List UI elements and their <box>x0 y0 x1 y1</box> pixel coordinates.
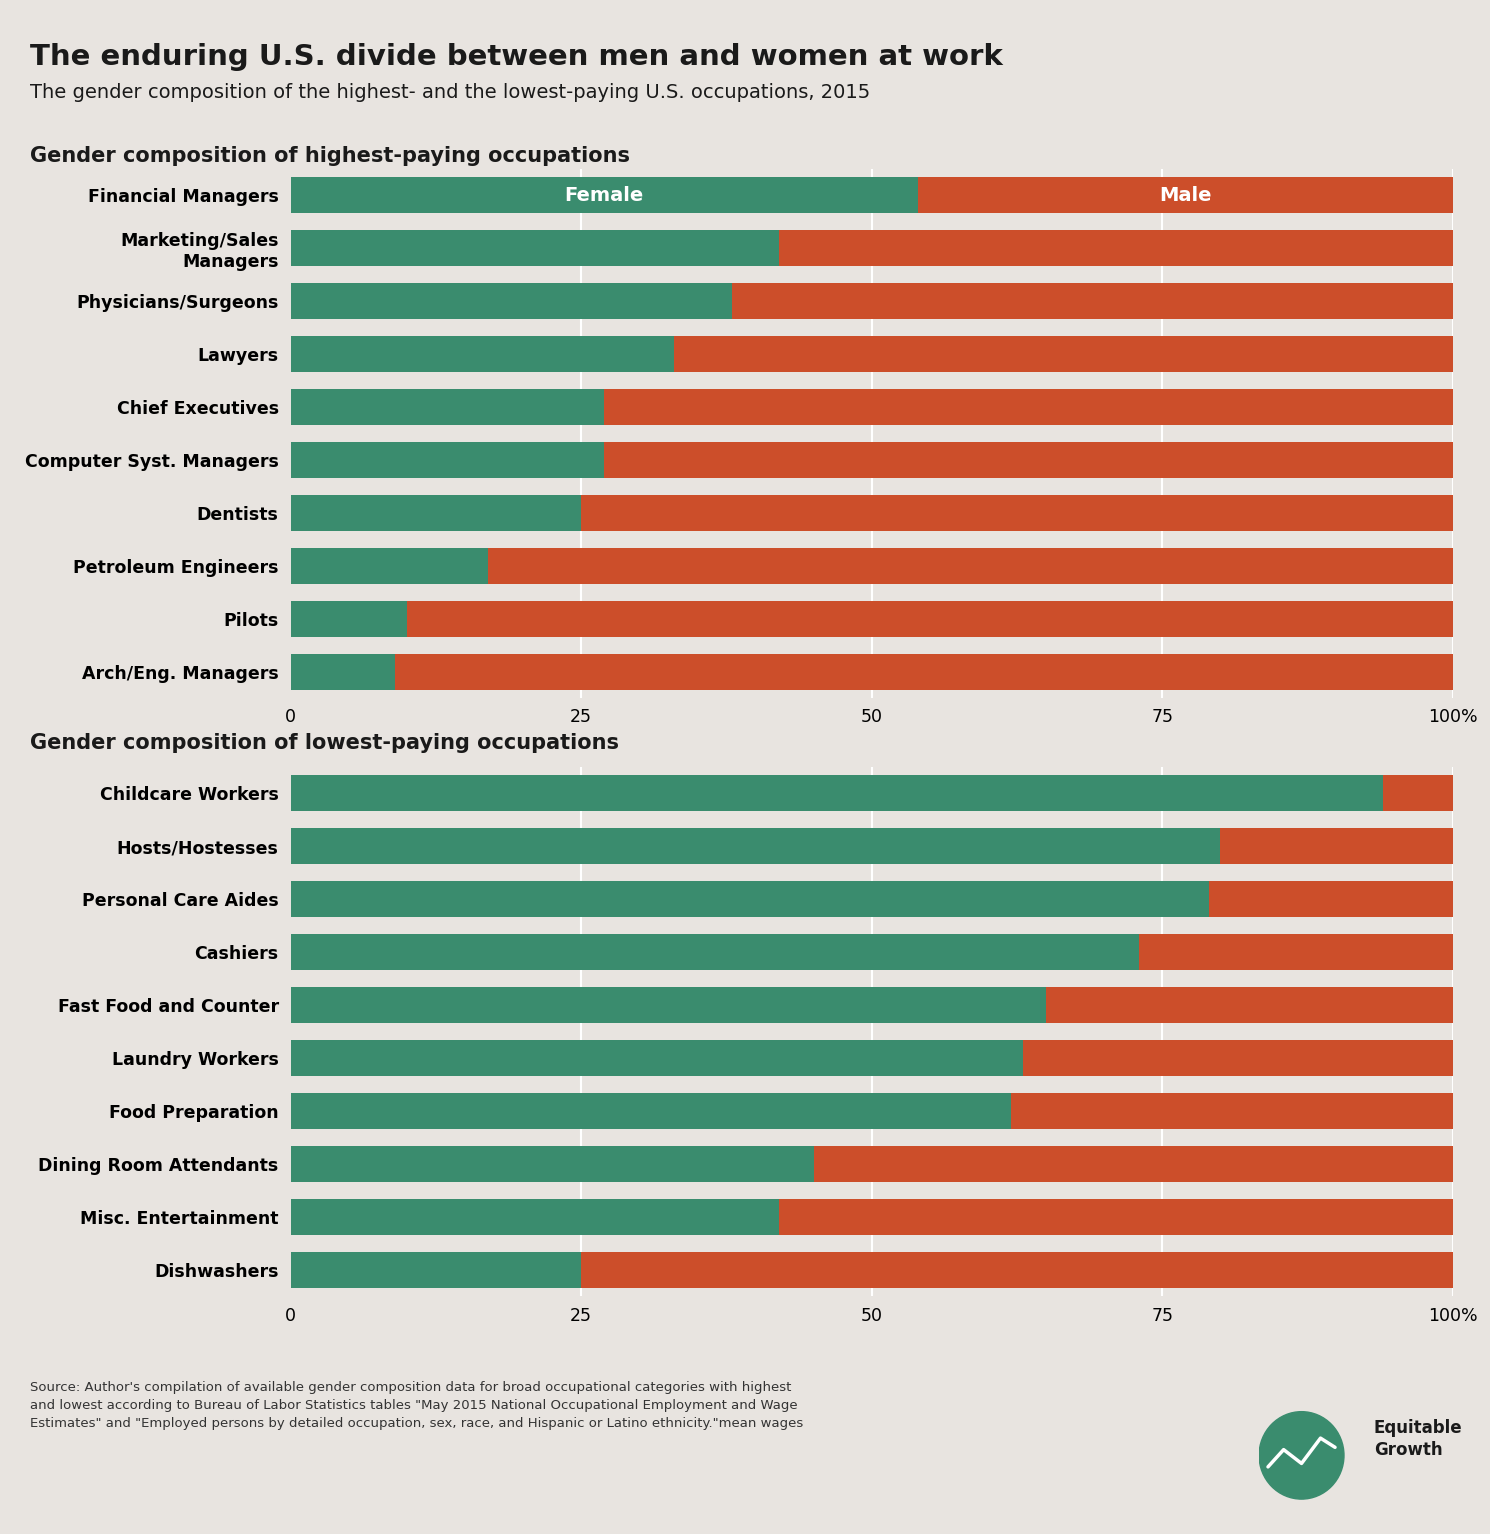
Text: The gender composition of the highest- and the lowest-paying U.S. occupations, 2: The gender composition of the highest- a… <box>30 83 870 101</box>
Bar <box>779 1200 1453 1235</box>
Bar <box>291 934 1138 969</box>
Bar <box>1220 828 1453 864</box>
Bar <box>291 336 673 371</box>
Bar <box>291 988 1046 1023</box>
Text: Source: Author's compilation of available gender composition data for broad occu: Source: Author's compilation of availabl… <box>30 1381 803 1430</box>
Bar <box>605 442 1453 477</box>
Bar <box>581 495 1453 531</box>
Bar <box>1022 1040 1453 1075</box>
Bar <box>779 230 1453 265</box>
Bar <box>1208 882 1453 917</box>
Text: Female: Female <box>565 186 644 204</box>
Bar <box>291 495 581 531</box>
Bar <box>1138 934 1453 969</box>
Bar <box>291 828 1220 864</box>
Bar <box>291 882 1208 917</box>
Text: The enduring U.S. divide between men and women at work: The enduring U.S. divide between men and… <box>30 43 1003 71</box>
Bar <box>291 653 395 689</box>
Bar <box>291 442 605 477</box>
Bar <box>1383 776 1453 811</box>
Bar <box>291 230 779 265</box>
Bar <box>581 1252 1453 1287</box>
Text: Gender composition of highest-paying occupations: Gender composition of highest-paying occ… <box>30 146 630 166</box>
Bar <box>918 178 1453 213</box>
Bar <box>732 284 1453 319</box>
Bar <box>291 776 1383 811</box>
Bar <box>291 1040 1022 1075</box>
Bar <box>814 1146 1453 1181</box>
Bar <box>605 390 1453 425</box>
Bar <box>291 548 489 583</box>
Circle shape <box>1259 1411 1344 1499</box>
Bar <box>489 548 1453 583</box>
Bar <box>1046 988 1453 1023</box>
Text: Male: Male <box>1159 186 1211 204</box>
Bar <box>673 336 1453 371</box>
Bar <box>291 601 407 637</box>
Bar <box>291 284 732 319</box>
Bar <box>291 390 605 425</box>
Bar <box>407 601 1453 637</box>
Bar <box>1012 1094 1453 1129</box>
Text: Equitable
Growth: Equitable Growth <box>1374 1419 1462 1459</box>
Bar <box>395 653 1453 689</box>
Bar <box>291 1146 814 1181</box>
Bar <box>291 1252 581 1287</box>
Bar <box>291 178 918 213</box>
Text: Gender composition of lowest-paying occupations: Gender composition of lowest-paying occu… <box>30 733 618 753</box>
Bar <box>291 1200 779 1235</box>
Bar <box>291 1094 1012 1129</box>
